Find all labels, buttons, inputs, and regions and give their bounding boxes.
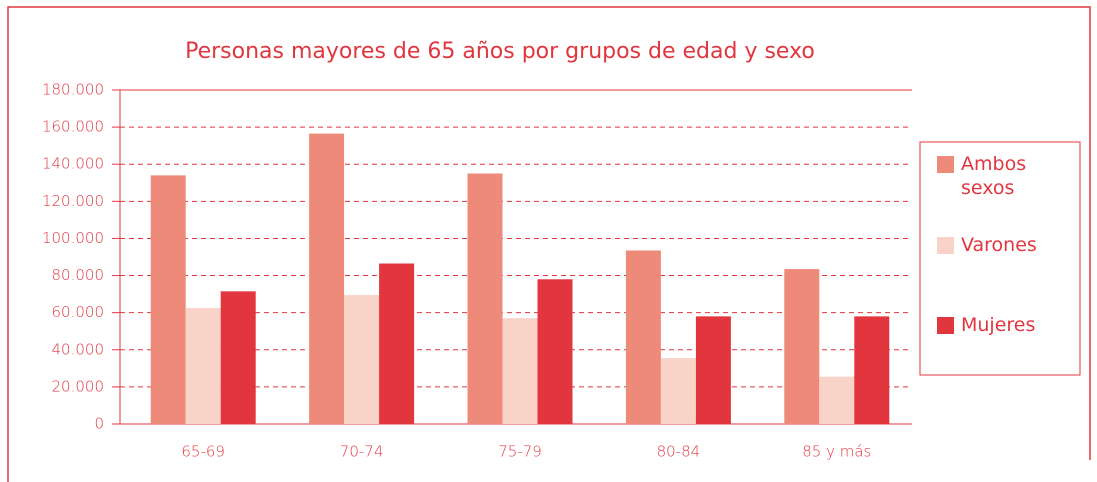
y-tick-label: 20.000 bbox=[52, 377, 105, 395]
bar bbox=[502, 318, 538, 424]
y-tick-label: 60.000 bbox=[52, 303, 105, 321]
x-tick-label: 80-84 bbox=[657, 443, 701, 461]
y-tick-label: 180.000 bbox=[42, 81, 104, 99]
x-tick-label: 85 y más bbox=[802, 443, 871, 461]
y-tick-label: 40.000 bbox=[52, 340, 105, 358]
bar bbox=[379, 263, 415, 424]
bar bbox=[220, 291, 256, 424]
legend-label: Ambos sexos bbox=[961, 153, 1027, 199]
bar bbox=[150, 175, 186, 424]
y-tick-label: 120.000 bbox=[42, 192, 104, 210]
legend-swatch bbox=[937, 317, 954, 334]
bar bbox=[537, 279, 573, 424]
bar bbox=[819, 376, 855, 424]
legend-box bbox=[919, 141, 1081, 376]
frame bbox=[7, 6, 1091, 482]
y-tick-label: 100.000 bbox=[42, 229, 104, 247]
x-tick-label: 75-79 bbox=[498, 443, 542, 461]
legend-swatch bbox=[937, 156, 954, 173]
bar bbox=[344, 295, 380, 424]
y-tick-label: 140.000 bbox=[42, 155, 104, 173]
bar bbox=[309, 133, 345, 424]
bar bbox=[695, 316, 731, 424]
bar bbox=[467, 173, 503, 424]
y-tick-label: 0 bbox=[94, 415, 104, 433]
bar bbox=[854, 316, 890, 424]
bar bbox=[660, 358, 696, 424]
y-tick-label: 160.000 bbox=[42, 118, 104, 136]
bar bbox=[625, 250, 661, 424]
legend-label: Varones bbox=[961, 234, 1037, 256]
x-tick-label: 65-69 bbox=[181, 443, 225, 461]
y-tick-label: 80.000 bbox=[52, 266, 105, 284]
bar bbox=[185, 308, 221, 424]
bar bbox=[784, 269, 820, 424]
legend-label: Mujeres bbox=[961, 314, 1036, 336]
x-tick-label: 70-74 bbox=[340, 443, 384, 461]
legend-swatch bbox=[937, 237, 954, 254]
chart-title: Personas mayores de 65 años por grupos d… bbox=[185, 39, 815, 64]
